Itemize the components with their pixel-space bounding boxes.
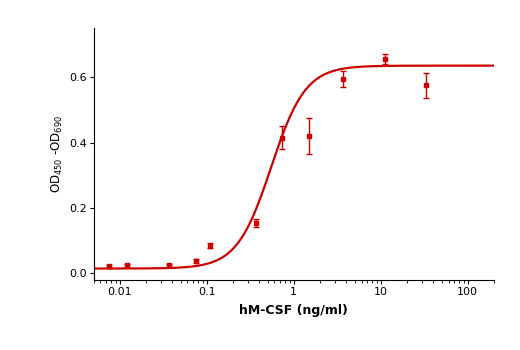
X-axis label: hM-CSF (ng/ml): hM-CSF (ng/ml) xyxy=(239,304,348,317)
Y-axis label: OD$_{450}$ -OD$_{690}$: OD$_{450}$ -OD$_{690}$ xyxy=(49,115,64,193)
